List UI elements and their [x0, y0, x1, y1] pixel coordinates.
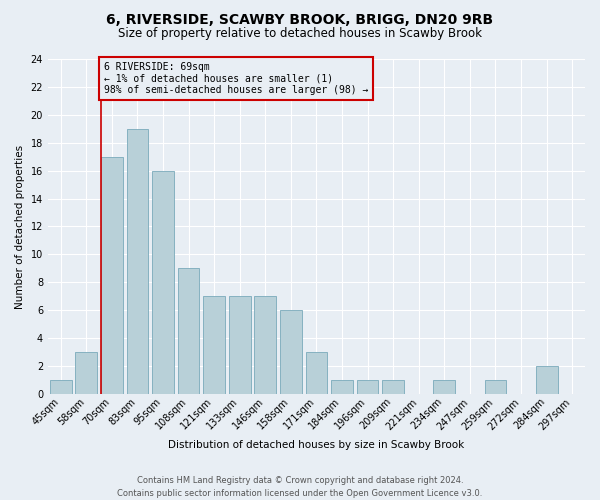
Bar — [254, 296, 276, 394]
Text: Contains HM Land Registry data © Crown copyright and database right 2024.
Contai: Contains HM Land Registry data © Crown c… — [118, 476, 482, 498]
Bar — [305, 352, 328, 394]
Bar — [331, 380, 353, 394]
Bar — [382, 380, 404, 394]
X-axis label: Distribution of detached houses by size in Scawby Brook: Distribution of detached houses by size … — [169, 440, 464, 450]
Text: Size of property relative to detached houses in Scawby Brook: Size of property relative to detached ho… — [118, 28, 482, 40]
Bar — [76, 352, 97, 394]
Bar — [229, 296, 251, 394]
Bar — [280, 310, 302, 394]
Y-axis label: Number of detached properties: Number of detached properties — [15, 144, 25, 308]
Bar — [536, 366, 557, 394]
Bar — [203, 296, 225, 394]
Bar — [178, 268, 199, 394]
Bar — [433, 380, 455, 394]
Bar — [152, 170, 174, 394]
Bar — [127, 129, 148, 394]
Bar — [357, 380, 379, 394]
Bar — [485, 380, 506, 394]
Bar — [50, 380, 71, 394]
Bar — [101, 156, 123, 394]
Text: 6 RIVERSIDE: 69sqm
← 1% of detached houses are smaller (1)
98% of semi-detached : 6 RIVERSIDE: 69sqm ← 1% of detached hous… — [104, 62, 368, 95]
Text: 6, RIVERSIDE, SCAWBY BROOK, BRIGG, DN20 9RB: 6, RIVERSIDE, SCAWBY BROOK, BRIGG, DN20 … — [106, 12, 494, 26]
